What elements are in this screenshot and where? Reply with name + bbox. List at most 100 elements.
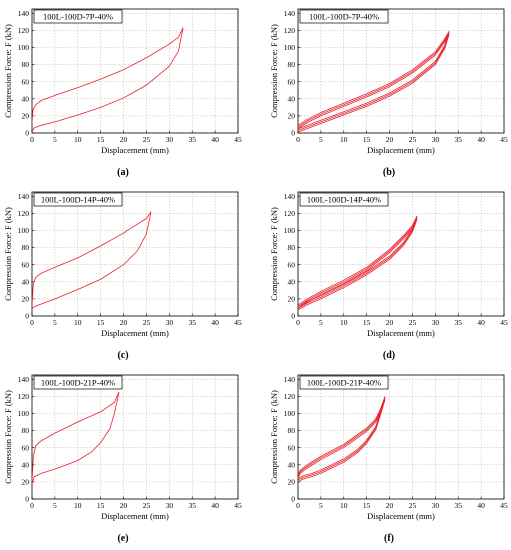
legend: 100L-100D-21P-40% (299, 375, 389, 390)
unloading-curve (297, 399, 386, 479)
y-tick-label: 80 (22, 426, 30, 435)
chart-svg: 0 5 10 15 20 25 30 35 40 45 0 20 40 60 80 100 120 140 Disp… (269, 8, 508, 178)
y-tick-label: 120 (284, 209, 296, 218)
x-tick-label: 20 (120, 318, 128, 327)
y-tick-label: 0 (291, 312, 295, 321)
x-tick-label: 30 (432, 501, 440, 510)
plot-frame (31, 374, 239, 500)
x-tick-label: 0 (296, 501, 300, 510)
x-tick-label: 0 (30, 318, 34, 327)
x-tick-label: 0 (30, 501, 34, 510)
x-tick-label: 30 (166, 135, 174, 144)
x-tick-label: 20 (120, 135, 128, 144)
y-tick-label: 40 (22, 460, 30, 469)
unloading-curve (31, 27, 184, 123)
x-axis-label: Displacement (mm) (101, 145, 169, 155)
y-tick-label: 100 (284, 409, 296, 418)
y-tick-label: 80 (22, 243, 30, 252)
chart-panel: 0 5 10 15 20 25 30 35 40 45 0 20 40 60 80 100 120 140 Disp… (266, 183, 511, 366)
unloading-curve (297, 215, 418, 306)
loading-curve (297, 396, 386, 479)
x-tick-label: 25 (409, 318, 417, 327)
unloading-curve (31, 391, 120, 482)
y-tick-label: 140 (18, 9, 30, 18)
legend-box (299, 375, 389, 390)
y-tick-label: 100 (284, 43, 296, 52)
chart-panel: 0 5 10 15 20 25 30 35 40 45 0 20 40 60 80 100 120 140 Disp… (0, 0, 245, 183)
y-tick-label: 20 (22, 294, 30, 303)
x-tick-label: 40 (477, 318, 485, 327)
panel-label: (b) (383, 167, 395, 178)
chart-svg: 0 5 10 15 20 25 30 35 40 45 0 20 40 60 80 100 120 140 Disp… (3, 8, 242, 178)
y-tick-label: 20 (22, 477, 30, 486)
x-tick-label: 0 (30, 135, 34, 144)
x-tick-label: 30 (432, 135, 440, 144)
x-tick-label: 5 (53, 501, 57, 510)
legend: 100L-100D-21P-40% (33, 375, 123, 390)
x-tick-label: 15 (97, 318, 105, 327)
chart-panel: 0 5 10 15 20 25 30 35 40 45 0 20 40 60 80 100 120 140 Disp… (266, 366, 511, 549)
y-tick-label: 140 (284, 375, 296, 384)
x-tick-label: 5 (53, 318, 57, 327)
plot-frame (31, 8, 239, 134)
x-tick-label: 35 (454, 318, 462, 327)
x-tick-label: 10 (340, 501, 348, 510)
y-tick-label: 100 (284, 226, 296, 235)
x-tick-label: 10 (74, 135, 82, 144)
x-tick-label: 20 (386, 135, 394, 144)
y-axis-label: Compression Force: F (kN) (269, 24, 279, 118)
loading-curve (297, 399, 386, 483)
x-tick-label: 15 (97, 501, 105, 510)
y-tick-label: 140 (284, 192, 296, 201)
y-tick-label: 80 (22, 60, 30, 69)
y-tick-label: 80 (288, 426, 296, 435)
loading-curve (297, 217, 418, 309)
unloading-curve (297, 219, 418, 309)
x-tick-label: 0 (296, 318, 300, 327)
loading-curve (297, 34, 450, 133)
y-tick-label: 40 (288, 460, 296, 469)
x-tick-label: 40 (211, 501, 219, 510)
y-tick-label: 20 (288, 477, 296, 486)
chart-svg: 0 5 10 15 20 25 30 35 40 45 0 20 40 60 80 100 120 140 Disp… (269, 374, 508, 544)
x-tick-label: 20 (120, 501, 128, 510)
x-axis-label: Displacement (mm) (367, 328, 435, 338)
x-tick-label: 35 (454, 501, 462, 510)
y-axis-label: Compression Force: F (kN) (3, 390, 13, 484)
y-tick-label: 60 (288, 77, 296, 86)
y-tick-label: 60 (288, 260, 296, 269)
x-tick-label: 10 (74, 318, 82, 327)
y-axis-label: Compression Force: F (kN) (3, 24, 13, 118)
x-tick-label: 45 (234, 501, 242, 510)
x-tick-label: 30 (166, 318, 174, 327)
x-tick-label: 5 (53, 135, 57, 144)
legend: 100L-100D-14P-40% (299, 192, 389, 207)
y-tick-label: 120 (18, 209, 30, 218)
x-tick-label: 25 (143, 501, 151, 510)
y-tick-label: 40 (22, 94, 30, 103)
x-tick-label: 35 (188, 501, 196, 510)
y-tick-label: 0 (25, 495, 29, 504)
x-axis-label: Displacement (mm) (101, 511, 169, 521)
x-tick-label: 45 (500, 318, 508, 327)
y-tick-label: 20 (288, 111, 296, 120)
x-tick-label: 10 (340, 135, 348, 144)
legend-text: 100L-100D-21P-40% (41, 378, 115, 388)
panel-label: (a) (117, 167, 129, 178)
y-tick-label: 140 (284, 9, 296, 18)
y-tick-label: 140 (18, 375, 30, 384)
unloading-curve (297, 397, 386, 477)
x-tick-label: 15 (363, 501, 371, 510)
panel-label: (f) (384, 533, 394, 544)
y-tick-label: 60 (22, 443, 30, 452)
chart-svg: 0 5 10 15 20 25 30 35 40 45 0 20 40 60 80 100 120 140 Disp… (3, 374, 242, 544)
chart-panel: 0 5 10 15 20 25 30 35 40 45 0 20 40 60 80 100 120 140 Disp… (0, 366, 245, 549)
legend-box (33, 192, 123, 207)
legend: 100L-100D-14P-40% (33, 192, 123, 207)
x-tick-label: 10 (340, 318, 348, 327)
x-tick-label: 20 (386, 501, 394, 510)
x-tick-label: 35 (454, 135, 462, 144)
x-tick-label: 10 (74, 501, 82, 510)
y-axis-label: Compression Force: F (kN) (269, 207, 279, 301)
legend: 100L-100D-7P-40% (33, 9, 123, 24)
